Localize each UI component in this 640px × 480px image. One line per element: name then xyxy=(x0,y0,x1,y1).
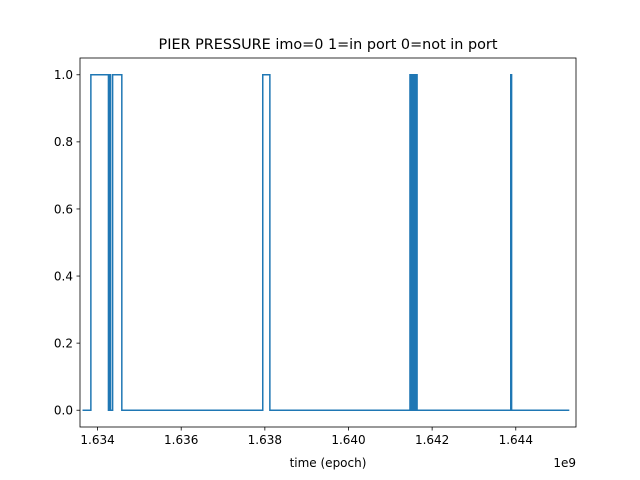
x-tick-label: 1.634 xyxy=(80,433,114,447)
y-tick-label: 0.2 xyxy=(54,336,73,350)
plot-area xyxy=(79,57,577,428)
series-line xyxy=(82,74,570,411)
y-tick-label: 1.0 xyxy=(54,68,73,82)
x-tick-label: 1.636 xyxy=(164,433,198,447)
y-tick-label: 0.0 xyxy=(54,404,73,418)
x-axis: 1.634 1.636 1.638 1.640 1.642 1.644 xyxy=(80,427,533,447)
x-tick-label: 1.644 xyxy=(499,433,533,447)
chart-title: PIER PRESSURE imo=0 1=in port 0=not in p… xyxy=(159,37,498,53)
y-axis: 0.0 0.2 0.4 0.6 0.8 1.0 xyxy=(54,68,80,418)
plot-frame xyxy=(79,57,577,428)
y-tick-label: 0.6 xyxy=(54,202,73,216)
y-tick-label: 0.8 xyxy=(54,135,73,149)
x-tick-label: 1.638 xyxy=(248,433,282,447)
y-tick-label: 0.4 xyxy=(54,269,73,283)
x-tick-label: 1.642 xyxy=(415,433,449,447)
x-axis-label: time (epoch) xyxy=(290,456,367,470)
x-axis-offset-label: 1e9 xyxy=(553,456,576,470)
x-tick-label: 1.640 xyxy=(331,433,365,447)
